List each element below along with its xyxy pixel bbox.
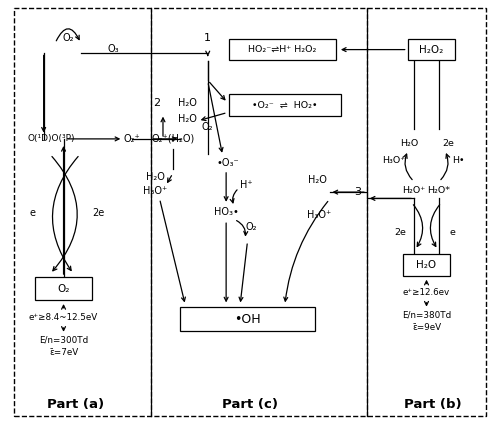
Text: H₂O*: H₂O*: [428, 187, 450, 195]
Text: ε̄=7eV: ε̄=7eV: [49, 348, 78, 357]
Text: 2e: 2e: [442, 139, 454, 149]
Text: Part (b): Part (b): [404, 398, 462, 411]
Text: E/n=300Td: E/n=300Td: [39, 335, 88, 345]
Text: H₂O₂: H₂O₂: [420, 45, 444, 54]
FancyBboxPatch shape: [408, 39, 455, 60]
Text: O₂: O₂: [63, 33, 74, 43]
Text: O₂⁺: O₂⁺: [124, 134, 140, 144]
Text: H₂O: H₂O: [178, 98, 198, 108]
Text: O₂⁺(H₂O): O₂⁺(H₂O): [152, 134, 194, 144]
Text: O(¹D)O(³P): O(¹D)O(³P): [28, 134, 75, 143]
Text: H₂O: H₂O: [146, 173, 165, 182]
Text: •O₃⁻: •O₃⁻: [216, 158, 239, 168]
Text: 3: 3: [354, 187, 362, 197]
FancyBboxPatch shape: [14, 8, 486, 416]
FancyBboxPatch shape: [403, 254, 450, 276]
Text: E/n=380Td: E/n=380Td: [402, 311, 451, 319]
Text: Part (c): Part (c): [222, 398, 278, 411]
Text: H₃O⁺: H₃O⁺: [144, 186, 168, 196]
FancyBboxPatch shape: [229, 95, 340, 116]
Text: H₂O⁺: H₂O⁺: [402, 187, 425, 195]
Text: 1: 1: [204, 33, 211, 43]
Text: O₂: O₂: [245, 222, 256, 232]
Text: HO₃•: HO₃•: [214, 207, 238, 217]
Text: e: e: [29, 208, 35, 218]
Text: H⁺: H⁺: [240, 180, 253, 189]
Text: 2: 2: [153, 98, 160, 108]
FancyBboxPatch shape: [229, 39, 336, 60]
Text: H₃O⁺: H₃O⁺: [308, 210, 332, 220]
Text: 2e: 2e: [92, 208, 104, 218]
Text: O₂: O₂: [58, 284, 70, 294]
Text: e⁺≥12.6ev: e⁺≥12.6ev: [403, 288, 450, 297]
FancyBboxPatch shape: [35, 277, 92, 300]
Text: •O₂⁻  ⇌  HO₂•: •O₂⁻ ⇌ HO₂•: [252, 101, 318, 110]
Text: •OH: •OH: [234, 313, 261, 326]
Text: ε̄=9eV: ε̄=9eV: [412, 323, 441, 332]
Text: H₃O⁺: H₃O⁺: [382, 156, 406, 165]
Text: H₂O: H₂O: [178, 114, 198, 124]
Text: O₃: O₃: [108, 44, 119, 54]
Text: e: e: [450, 228, 456, 237]
FancyBboxPatch shape: [180, 307, 314, 331]
Text: HO₂⁻⇌H⁺ H₂O₂: HO₂⁻⇌H⁺ H₂O₂: [248, 45, 316, 54]
Text: H₂O: H₂O: [400, 139, 418, 149]
Text: O₂: O₂: [202, 122, 213, 132]
Text: H•: H•: [452, 156, 465, 165]
Text: H₂O: H₂O: [416, 260, 436, 270]
Text: H₂O: H₂O: [308, 175, 326, 184]
Text: 2e: 2e: [394, 228, 406, 237]
Text: Part (a): Part (a): [48, 398, 104, 411]
Text: e⁺≥8.4~12.5eV: e⁺≥8.4~12.5eV: [29, 314, 98, 322]
